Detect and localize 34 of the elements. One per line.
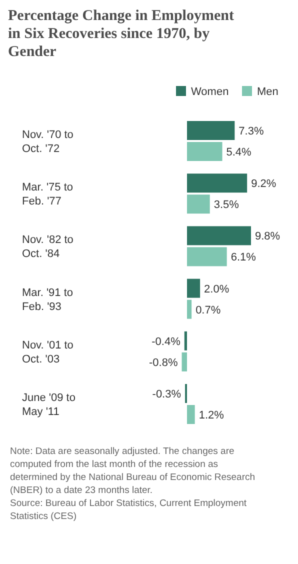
data-label: 9.8% bbox=[255, 230, 280, 243]
legend-label: Men bbox=[257, 86, 278, 98]
y-tick-label: Mar. '75 to Feb. '77 bbox=[22, 182, 74, 208]
chart-title: Percentage Change in Employment in Six Recoveries since 1970, by Gender bbox=[8, 8, 234, 60]
y-tick-label: Nov. '01 to Oct. '03 bbox=[22, 339, 74, 366]
data-label: 5.4% bbox=[226, 146, 252, 158]
bar bbox=[184, 331, 187, 350]
data-label: -0.4% bbox=[152, 336, 181, 348]
source-note: Source: Bureau of Labor Statistics, Current Employment Statistics (CES) bbox=[10, 498, 247, 522]
bar bbox=[187, 300, 192, 319]
bar bbox=[187, 121, 235, 140]
bar bbox=[187, 226, 251, 246]
bar bbox=[187, 405, 195, 424]
data-label: -0.3% bbox=[152, 388, 182, 400]
legend-label: Women bbox=[191, 86, 229, 98]
data-label: 2.0% bbox=[204, 283, 230, 296]
bar bbox=[187, 174, 248, 193]
y-tick-label: Mar. '91 to Feb. '93 bbox=[22, 286, 74, 313]
bar bbox=[182, 352, 187, 372]
y-tick-label: June '09 to May '11 bbox=[22, 392, 76, 418]
data-label: 6.1% bbox=[230, 252, 256, 264]
text: Note: Data are seasonally adjusted. The changes are computed from the last month of the recession as determined by the National Bureau of Economic Research (NBER) to a date 23 months later. bbox=[10, 446, 256, 496]
data-label: 1.2% bbox=[198, 410, 224, 422]
y-tick-label: Nov. '70 to Oct. '72 bbox=[22, 129, 74, 155]
bar bbox=[187, 194, 210, 214]
y-tick-label: Nov. '82 to Oct. '84 bbox=[22, 234, 74, 260]
data-label: 3.5% bbox=[214, 199, 240, 212]
data-label: 7.3% bbox=[238, 126, 264, 138]
data-label: -0.8% bbox=[149, 356, 178, 369]
data-label: 0.7% bbox=[196, 304, 221, 316]
bar bbox=[187, 142, 222, 161]
data-label: 9.2% bbox=[251, 178, 276, 190]
bar bbox=[187, 278, 200, 298]
bar bbox=[187, 247, 227, 266]
